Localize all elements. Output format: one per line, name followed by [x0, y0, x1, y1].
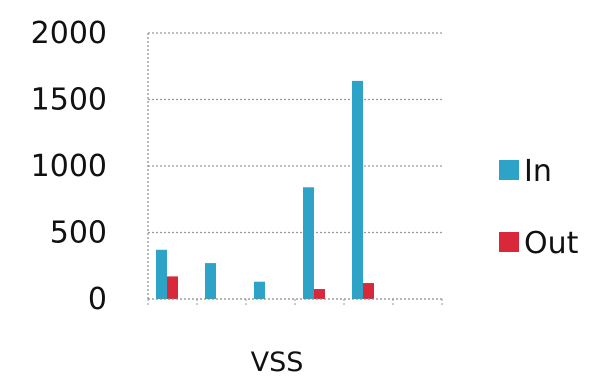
bar-in [254, 281, 265, 299]
bar-out [363, 283, 374, 299]
legend-swatch-in [499, 160, 519, 180]
bar-in [156, 249, 167, 299]
y-tick-label: 1000 [31, 149, 107, 184]
bars [156, 80, 374, 299]
legend: In Out [499, 154, 579, 261]
y-tick-label: 1500 [31, 83, 107, 118]
bar-in [352, 80, 363, 299]
gridlines [148, 32, 442, 234]
axes [147, 33, 443, 307]
bar-out [314, 289, 325, 299]
y-tick-labels: 0 500 1000 1500 2000 [31, 16, 107, 317]
y-tick-label: 500 [50, 216, 107, 251]
legend-label-out: Out [524, 226, 579, 261]
legend-label-in: In [524, 154, 552, 189]
y-tick-label: 0 [88, 282, 107, 317]
y-tick-label: 2000 [31, 16, 107, 51]
bar-out [167, 276, 178, 299]
bar-in [205, 263, 216, 299]
legend-swatch-out [499, 232, 519, 252]
bar-in [303, 187, 314, 299]
x-axis-title: VSS [251, 347, 304, 378]
